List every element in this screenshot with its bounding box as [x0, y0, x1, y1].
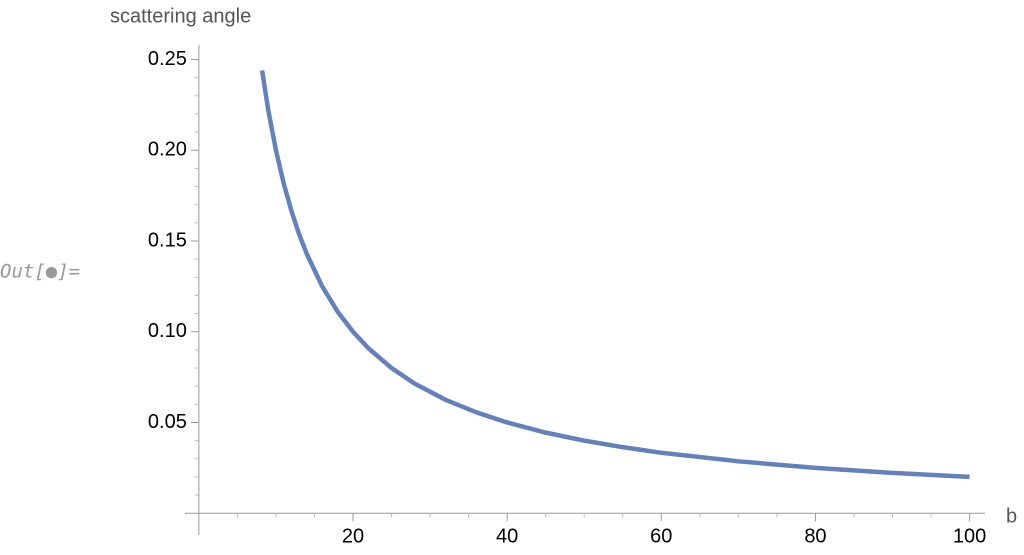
x-tick-label: 20 [342, 526, 364, 548]
x-tick-label: 80 [804, 526, 826, 548]
y-tick-label: 0.10 [148, 320, 187, 342]
x-tick-label: 100 [953, 526, 986, 548]
y-tick-label: 0.25 [148, 48, 187, 70]
x-tick-label: 40 [496, 526, 518, 548]
y-tick-label: 0.20 [148, 139, 187, 161]
cell-output-label: Out[●]= [0, 261, 80, 283]
y-tick-label: 0.05 [148, 411, 187, 433]
curve [259, 70, 970, 480]
y-tick-label: 0.15 [148, 229, 187, 251]
y-axis-label: scattering angle [110, 5, 251, 27]
x-axis-label: b [1006, 505, 1017, 527]
x-tick-label: 60 [650, 526, 672, 548]
